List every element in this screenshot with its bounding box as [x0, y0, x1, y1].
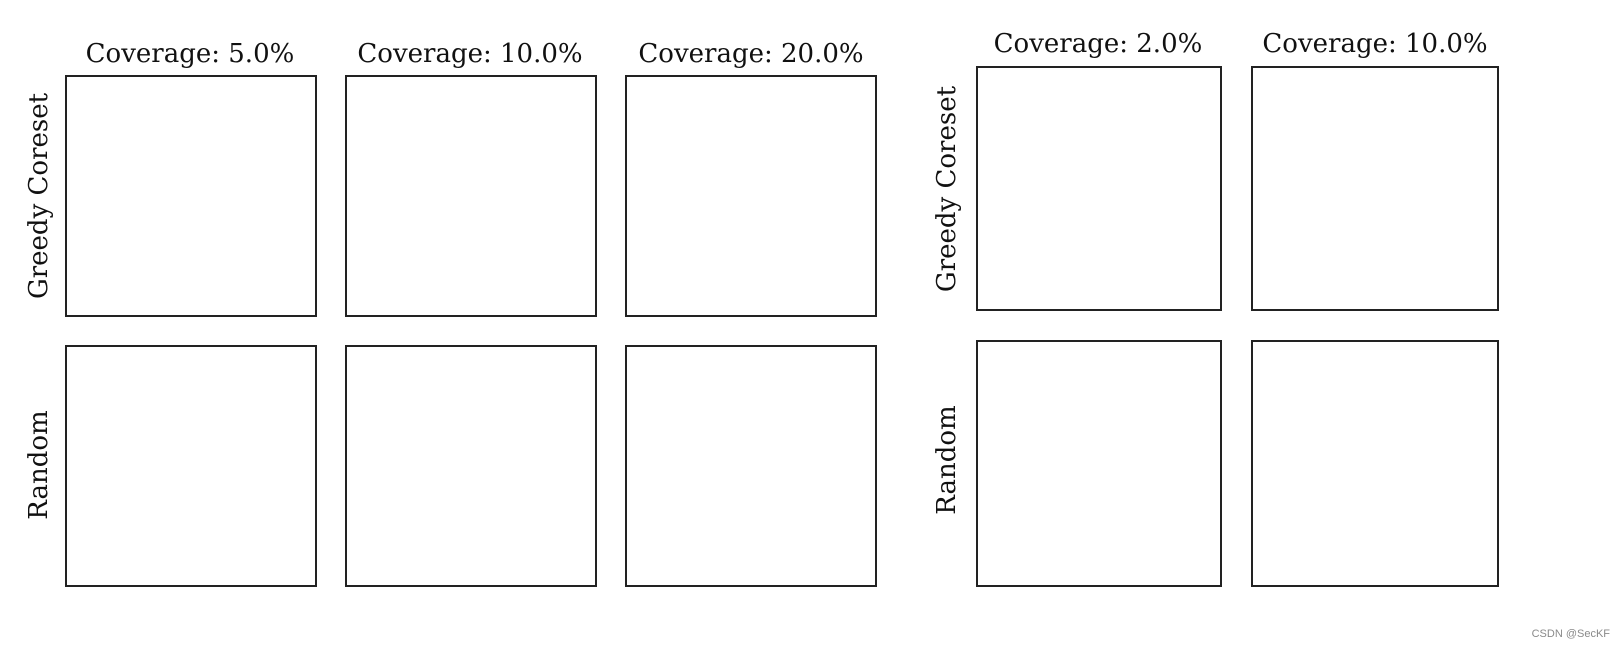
panel-uniform-greedy-2 [976, 66, 1222, 311]
col-title-uniform-2: Coverage: 2.0% [994, 29, 1203, 59]
panel-clustered-random-5 [65, 345, 317, 587]
panel-border [345, 345, 597, 587]
row-label-greedy-right: Greedy Coreset [932, 85, 962, 292]
row-label-greedy-left: Greedy Coreset [24, 92, 54, 299]
panel-clustered-random-10 [345, 345, 597, 587]
row-label-random-right: Random [932, 405, 962, 514]
panel-border [625, 75, 877, 317]
panel-border [625, 345, 877, 587]
row-label-random-left: Random [24, 410, 54, 519]
panel-clustered-greedy-10 [345, 75, 597, 317]
panel-clustered-greedy-5 [65, 75, 317, 317]
col-title-clustered-5: Coverage: 5.0% [86, 39, 295, 69]
panel-border [65, 75, 317, 317]
panel-clustered-greedy-20 [625, 75, 877, 317]
panel-border [65, 345, 317, 587]
col-title-clustered-20: Coverage: 20.0% [638, 39, 863, 69]
col-title-uniform-10: Coverage: 10.0% [1262, 29, 1487, 59]
col-title-clustered-10: Coverage: 10.0% [357, 39, 582, 69]
panel-border [345, 75, 597, 317]
panel-clustered-random-20 [625, 345, 877, 587]
